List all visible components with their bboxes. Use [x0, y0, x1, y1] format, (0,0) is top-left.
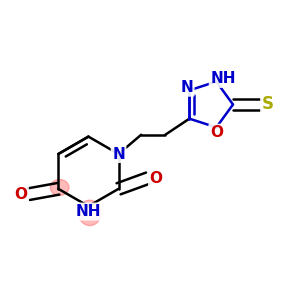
- Text: O: O: [210, 125, 223, 140]
- Text: NH: NH: [210, 71, 236, 86]
- Text: S: S: [262, 95, 274, 113]
- Ellipse shape: [50, 179, 69, 196]
- Text: N: N: [180, 80, 193, 95]
- Ellipse shape: [78, 200, 101, 226]
- Text: O: O: [14, 187, 27, 202]
- Text: N: N: [112, 146, 125, 161]
- Text: O: O: [149, 171, 163, 186]
- Text: NH: NH: [76, 204, 101, 219]
